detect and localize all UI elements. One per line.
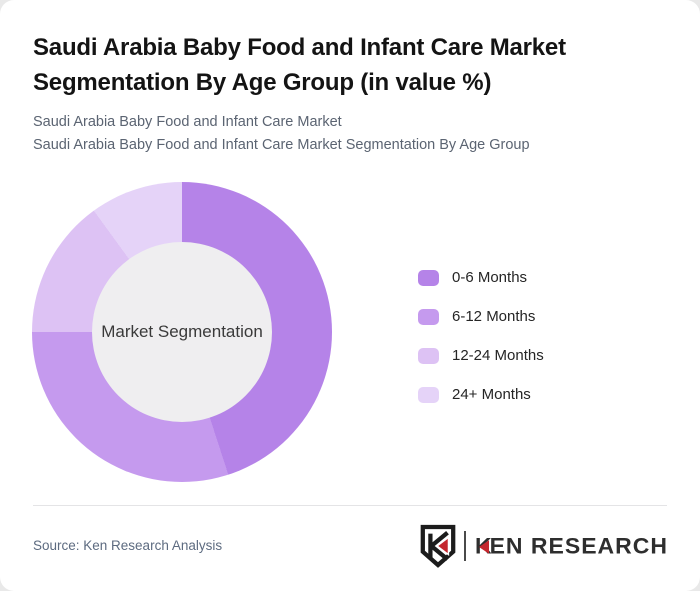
footer-divider: [33, 505, 667, 506]
legend-label: 24+ Months: [452, 386, 531, 403]
legend-item: 12-24 Months: [418, 336, 544, 375]
wordmark-rest: EN RESEARCH: [489, 533, 668, 558]
legend-item: 0-6 Months: [418, 258, 544, 297]
ken-research-wordmark: K EN RESEARCH: [475, 533, 668, 559]
legend-swatch: [418, 347, 439, 364]
legend-label: 6-12 Months: [452, 308, 536, 325]
red-triangle-icon: [478, 539, 489, 553]
subtitle-market: Saudi Arabia Baby Food and Infant Care M…: [33, 114, 342, 130]
source-note: Source: Ken Research Analysis: [33, 538, 223, 553]
legend-swatch: [418, 308, 439, 325]
donut-chart: Market Segmentation: [32, 182, 332, 482]
logo-divider: [463, 531, 466, 561]
ken-research-shield-icon: [420, 524, 456, 568]
legend-swatch: [418, 386, 439, 403]
legend-label: 0-6 Months: [452, 269, 528, 286]
legend-item: 24+ Months: [418, 375, 544, 414]
legend-label: 12-24 Months: [452, 347, 544, 364]
donut-center: Market Segmentation: [92, 242, 272, 422]
ken-research-logo: K EN RESEARCH: [419, 523, 668, 569]
donut-center-label: Market Segmentation: [101, 322, 263, 341]
legend-item: 6-12 Months: [418, 297, 544, 336]
subtitle-segmentation: Saudi Arabia Baby Food and Infant Care M…: [33, 136, 530, 153]
chart-subtitles: Saudi Arabia Baby Food and Infant Care M…: [33, 111, 530, 156]
chart-title: Saudi Arabia Baby Food and Infant Care M…: [33, 34, 566, 96]
legend-swatch: [418, 269, 439, 286]
chart-legend: 0-6 Months 6-12 Months 12-24 Months 24+ Mon…: [418, 258, 544, 414]
